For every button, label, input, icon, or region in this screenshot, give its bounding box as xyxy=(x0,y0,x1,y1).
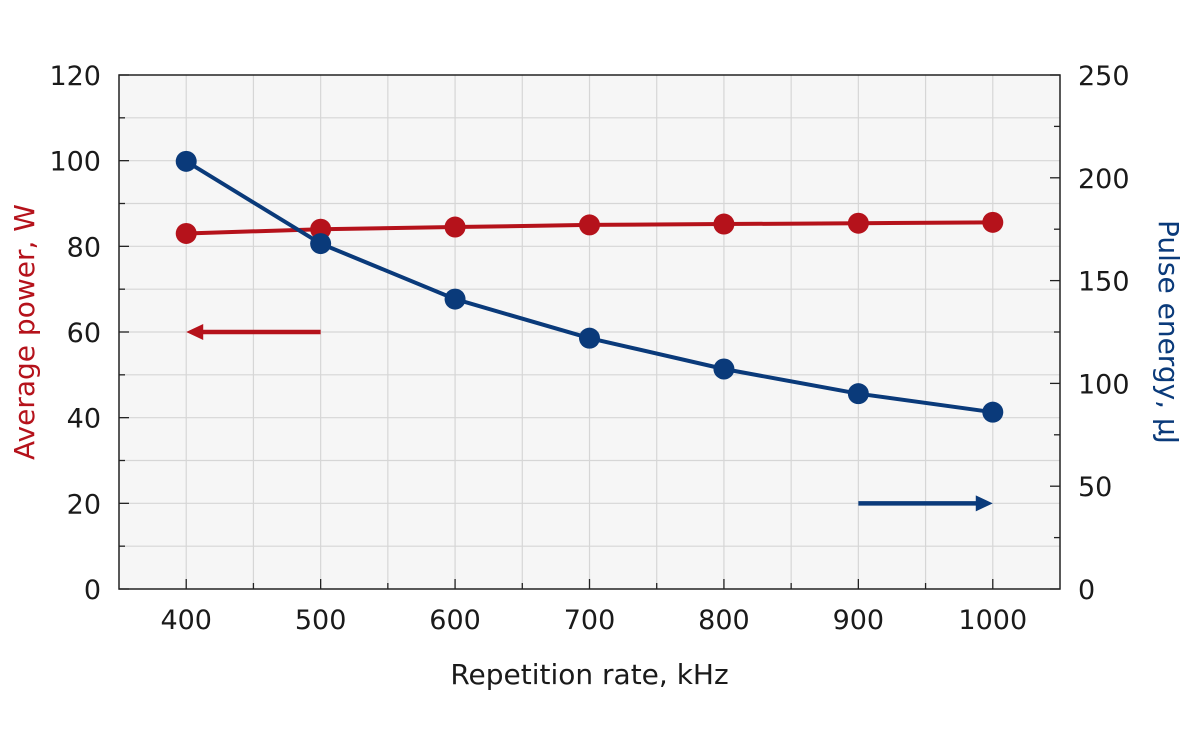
left-y-tick-label: 120 xyxy=(49,61,101,92)
data-point xyxy=(175,150,197,172)
data-point xyxy=(579,214,600,236)
x-tick-label: 1000 xyxy=(958,605,1027,636)
x-axis-title: Repetition rate, kHz xyxy=(450,658,728,691)
left-y-tick-labels: 0 20 40 60 80 100 120 xyxy=(49,61,101,606)
x-tick-label: 600 xyxy=(429,605,481,636)
x-tick-label: 800 xyxy=(698,605,750,636)
annotations xyxy=(186,324,993,512)
left-y-tick-label: 80 xyxy=(67,232,101,263)
right-y-tick-label: 150 xyxy=(1078,267,1130,298)
series xyxy=(175,150,1004,423)
left-y-tick-label: 40 xyxy=(67,404,101,435)
plot-frame xyxy=(118,74,1061,590)
right-y-axis-title: Pulse energy, µJ xyxy=(1152,220,1185,444)
data-point xyxy=(713,213,735,235)
pulse-energy-series xyxy=(175,150,1004,423)
data-point xyxy=(579,327,600,349)
left-y-tick-label: 0 xyxy=(84,575,101,606)
data-point xyxy=(982,401,1004,423)
data-point xyxy=(847,383,869,405)
data-point xyxy=(444,216,466,238)
right-y-tick-labels: 0 50 100 150 200 250 xyxy=(1078,61,1130,606)
x-tick-label: 500 xyxy=(295,605,347,636)
x-tick-labels: 400 500 600 700 800 900 1000 xyxy=(160,605,1027,636)
data-point xyxy=(310,233,332,255)
left-y-tick-label: 20 xyxy=(67,489,101,520)
left-axis-arrow xyxy=(186,324,321,340)
right-y-tick-label: 100 xyxy=(1078,369,1130,400)
data-point xyxy=(444,288,466,310)
right-axis-arrow xyxy=(858,495,993,512)
data-point xyxy=(713,358,735,380)
data-point xyxy=(847,212,869,234)
right-y-tick-label: 50 xyxy=(1078,472,1112,503)
x-tick-label: 900 xyxy=(833,605,885,636)
right-y-tick-label: 200 xyxy=(1078,164,1130,195)
x-tick-label: 700 xyxy=(564,605,616,636)
left-y-axis-title: Average power, W xyxy=(8,204,41,460)
right-y-tick-label: 0 xyxy=(1078,575,1095,606)
average-power-series xyxy=(175,211,1004,244)
x-tick-label: 400 xyxy=(160,605,212,636)
data-point xyxy=(175,222,197,244)
left-y-tick-label: 60 xyxy=(67,318,101,349)
data-point xyxy=(982,211,1004,233)
data-point xyxy=(310,218,332,240)
left-y-tick-label: 100 xyxy=(49,147,101,178)
right-y-tick-label: 250 xyxy=(1078,61,1130,92)
